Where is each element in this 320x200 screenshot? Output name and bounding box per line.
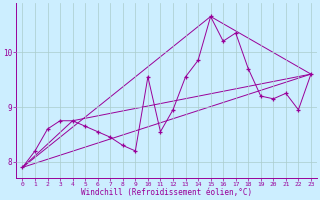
X-axis label: Windchill (Refroidissement éolien,°C): Windchill (Refroidissement éolien,°C) bbox=[81, 188, 252, 197]
